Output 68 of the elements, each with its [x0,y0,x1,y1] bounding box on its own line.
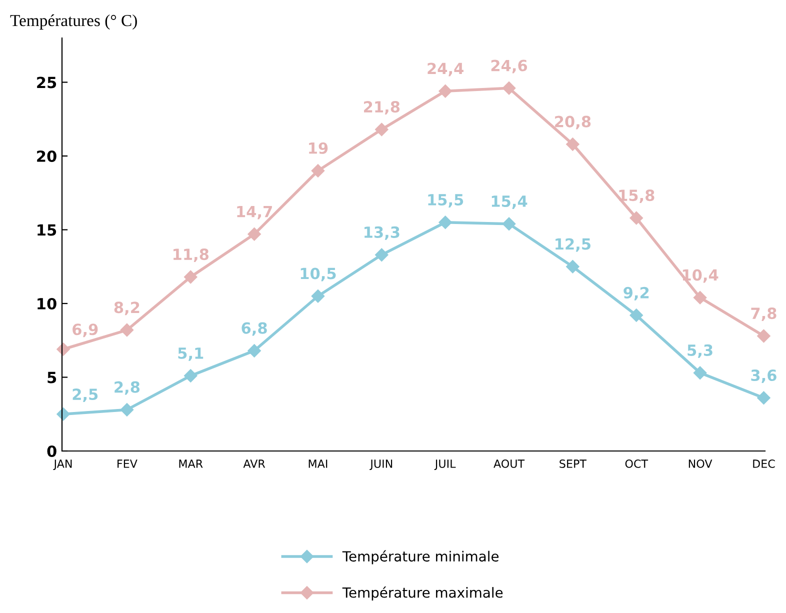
data-label: 24,4 [428,62,464,76]
data-label: 15,5 [428,194,464,208]
data-label: 10,5 [300,268,336,282]
x-tick-label: JUIN [370,460,392,470]
data-label: 14,7 [237,206,272,220]
data-label: 2,8 [114,381,140,395]
data-label: 7,8 [751,308,776,322]
x-tick-label: MAR [179,460,203,468]
data-label: 19 [309,142,328,154]
y-tick-label: 15 [38,224,56,236]
data-label: 2,5 [72,388,98,402]
x-tick-label: MAI [308,460,328,468]
x-tick-label: AOUT [494,460,525,468]
point [693,291,707,304]
point [184,270,198,284]
point [375,122,388,136]
x-tick-label: NOV [688,460,712,468]
data-label: 10,4 [682,269,718,283]
point [693,366,707,380]
data-label: 6,8 [242,322,267,336]
data-label: 8,2 [114,302,140,316]
point [566,260,580,274]
point [120,403,134,416]
point [757,329,770,343]
point [184,369,198,382]
data-label: 13,3 [364,226,400,240]
point [757,391,770,404]
x-tick-label: JUIL [434,460,456,470]
point [630,308,643,322]
point [375,248,388,262]
y-tick-label: 20 [37,150,56,162]
y-axis-title: Températures (° C) [10,14,137,30]
point [120,323,134,337]
point [56,408,70,421]
data-label: 15,8 [619,190,654,204]
data-label: 24,6 [491,60,528,74]
data-label: 12,5 [556,238,590,252]
x-tick-label: FEV [118,460,138,468]
data-label: 3,6 [751,369,776,384]
data-label: 5,3 [688,344,712,358]
x-tick-label: JAN [53,460,72,470]
point [502,82,516,95]
data-label: 9,2 [624,286,649,300]
point [502,217,516,230]
x-tick-label: OCT [625,460,648,468]
point [248,228,261,241]
x-tick-label: AVR [243,460,266,468]
data-label: 6,9 [72,324,98,338]
point [438,216,452,229]
x-tick-label: SEPT [560,460,587,468]
legend-label: Température minimale [342,550,499,564]
point [311,290,325,303]
data-label: 11,8 [174,248,209,262]
y-tick-label: 10 [38,298,56,310]
point [438,84,452,98]
data-label: 15,4 [492,196,528,209]
y-tick-label: 0 [47,445,56,458]
data-label: 21,8 [364,101,400,115]
x-tick-label: DEC [753,460,775,468]
y-tick-label: 5 [48,372,56,384]
point [311,164,325,178]
point [630,211,643,225]
point [566,138,580,151]
legend-label: Température maximale [342,586,503,600]
data-label: 20,8 [555,116,591,130]
point [248,344,261,358]
data-label: 5,1 [178,348,204,361]
y-tick-label: 25 [37,76,56,88]
